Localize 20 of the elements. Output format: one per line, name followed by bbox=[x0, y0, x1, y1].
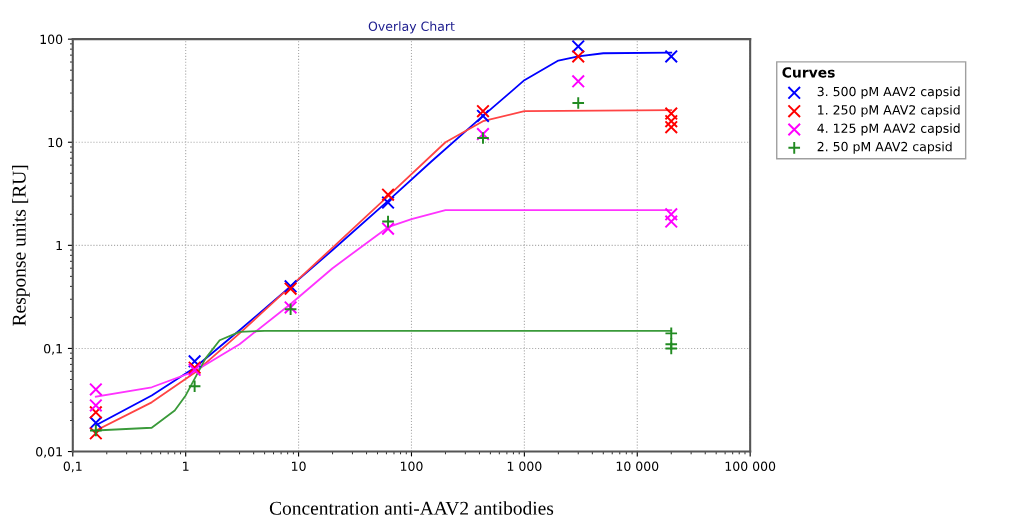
x-tick-label: 1 000 bbox=[507, 461, 542, 471]
x-tick-label: 10 000 bbox=[616, 461, 659, 471]
legend-label: 2. 50 pM AAV2 capsid bbox=[817, 141, 952, 154]
x-tick-label: 100 bbox=[400, 461, 423, 471]
x-tick-label: 0,1 bbox=[63, 461, 82, 473]
y-axis-title: Response units [RU] bbox=[12, 165, 30, 326]
legend-label: 1. 250 pM AAV2 capsid bbox=[818, 104, 960, 118]
y-tick-label: 10 bbox=[48, 137, 63, 148]
legend-title: Curves bbox=[782, 67, 835, 78]
x-axis-title: Concentration anti-AAV2 antibodies bbox=[269, 501, 554, 515]
x-tick-label: 10 bbox=[292, 461, 306, 471]
y-tick-label: 0,1 bbox=[44, 343, 62, 355]
y-tick-label: 0,01 bbox=[36, 447, 62, 458]
x-tick-label: 1 bbox=[183, 461, 189, 471]
x-tick-label: 100 000 bbox=[725, 461, 776, 471]
y-tick-label: 100 bbox=[40, 34, 63, 45]
legend-label: 3. 500 pM AAV2 capsid bbox=[817, 86, 960, 99]
chart-title: Overlay Chart bbox=[368, 21, 455, 34]
legend-label: 4. 125 pM AAV2 capsid bbox=[817, 123, 960, 136]
y-tick-label: 1 bbox=[56, 240, 62, 251]
